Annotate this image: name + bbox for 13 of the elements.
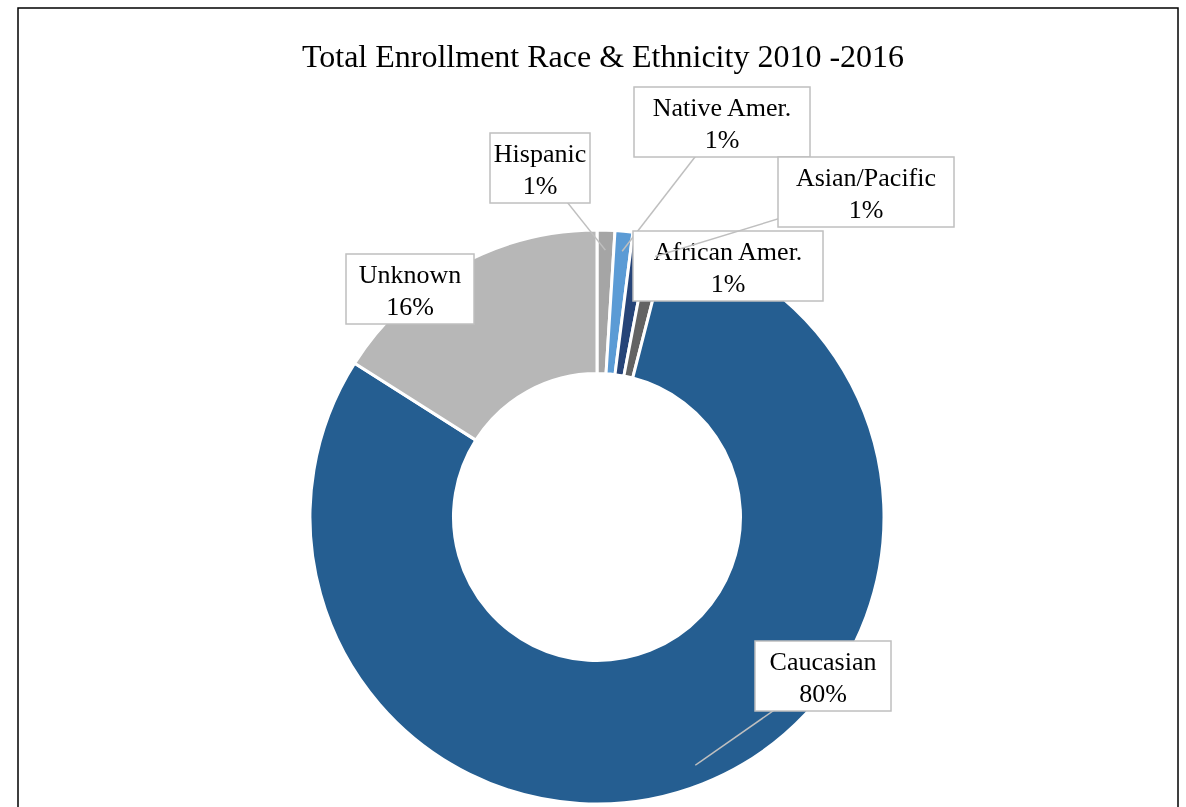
slice-label: Hispanic: [493, 139, 587, 168]
data-label: 16%: [386, 292, 434, 321]
data-label: 1%: [522, 171, 558, 200]
data-label: 1%: [848, 195, 884, 224]
data-label: 1%: [710, 269, 746, 298]
slice-label: African Amer.: [653, 237, 803, 266]
slice-label: Unknown: [358, 260, 462, 289]
data-label: 1%: [704, 125, 740, 154]
slice-label: Native Amer.: [652, 93, 792, 122]
data-label: 80%: [799, 679, 847, 708]
chart-title: Total Enrollment Race & Ethnicity 2010 -2016: [301, 38, 905, 74]
slice-label: Asian/Pacific: [795, 163, 937, 192]
slice-label: Caucasian: [769, 647, 877, 676]
